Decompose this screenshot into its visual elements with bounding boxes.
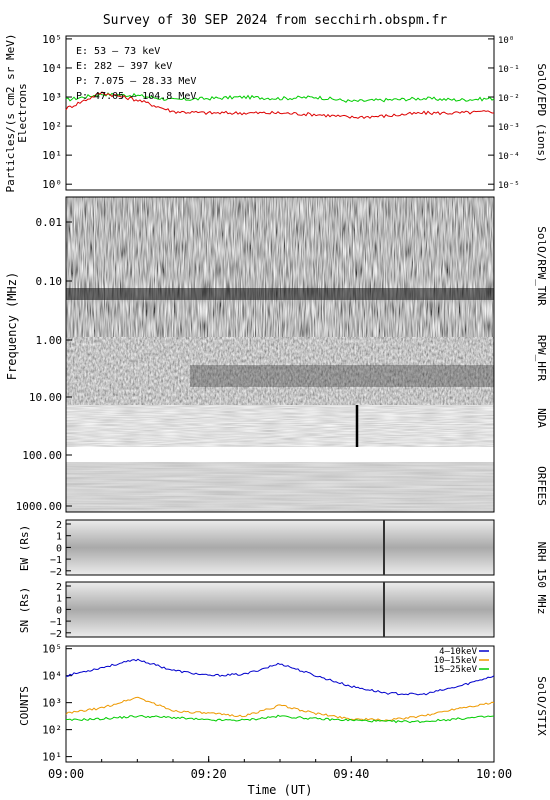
stix-ylabel: COUNTS bbox=[18, 686, 31, 726]
figure-title: Survey of 30 SEP 2024 from secchirh.obsp… bbox=[103, 13, 448, 28]
time-tick-label: 09:00 bbox=[48, 767, 84, 781]
nrh-sn-map bbox=[65, 581, 495, 638]
epd-legend-entry: E: 53 – 73 keV bbox=[76, 46, 160, 57]
epd-ylabel-right: SolO/EPD (ions) bbox=[535, 63, 548, 162]
radio-instrument-label: ORFEES bbox=[535, 466, 548, 506]
nrh-tick-label: 2 bbox=[56, 520, 62, 531]
nrh-tick-label: 1 bbox=[56, 532, 62, 543]
epd-tick-label: 10⁴ bbox=[42, 62, 62, 75]
nrh-sn-axis: 210−1−2 bbox=[50, 582, 71, 640]
epd-series-line bbox=[65, 92, 495, 103]
time-tick-label: 09:40 bbox=[333, 767, 369, 781]
nrh-tick-label: −2 bbox=[50, 567, 62, 578]
epd-right-axis: 10⁻⁵ 10⁻⁴ 10⁻³ 10⁻² 10⁻¹ 10⁰ bbox=[488, 36, 520, 191]
radio-spectrum-panel: 0.01 0.10 1.00 10.00 100.00 1000.00 SolO/RPW_… bbox=[5, 196, 548, 513]
epd-left-axis: 10⁰ 10¹ 10² 10³ 10⁴ 10⁵ bbox=[42, 33, 72, 191]
time-tick-label: 10:00 bbox=[476, 767, 512, 781]
nrh-tick-label: 1 bbox=[56, 594, 62, 605]
radio-tick-label: 100.00 bbox=[22, 449, 62, 462]
stix-tick-label: 10⁴ bbox=[42, 670, 62, 683]
epd-right-tick-label: 10⁰ bbox=[498, 36, 514, 46]
nrh-tick-label: −2 bbox=[50, 629, 62, 640]
epd-tick-label: 10⁵ bbox=[42, 33, 62, 46]
epd-tick-label: 10¹ bbox=[42, 149, 62, 162]
nrh-sn-ylabel: SN (Rs) bbox=[18, 587, 31, 633]
radio-instrument-labels: SolO/RPW_TNR RPW_HFR NDA ORFEES bbox=[535, 226, 548, 506]
epd-series bbox=[65, 91, 495, 119]
nrh-ew-ylabel: EW (Rs) bbox=[18, 525, 31, 571]
stix-axis: 10¹ 10² 10³ 10⁴ 10⁵ bbox=[42, 643, 72, 764]
epd-right-tick-label: 10⁻² bbox=[498, 94, 520, 104]
epd-tick-label: 10⁰ bbox=[42, 178, 62, 191]
stix-frame bbox=[65, 645, 495, 763]
tnr-dark-stripe bbox=[66, 288, 494, 300]
orfees-band bbox=[66, 462, 494, 512]
stix-series-line bbox=[65, 658, 495, 696]
stix-series-line bbox=[66, 714, 495, 724]
radio-axis: 0.01 0.10 1.00 10.00 100.00 1000.00 bbox=[16, 216, 72, 513]
epd-right-tick-label: 10⁻⁵ bbox=[498, 181, 520, 191]
nrh-label: NRH 150 MHz bbox=[535, 542, 548, 615]
hfr-band bbox=[66, 337, 494, 405]
nrh-tick-label: 0 bbox=[56, 543, 62, 554]
stix-legend-entry: 10–15keV bbox=[434, 656, 478, 666]
nrh-ew-map bbox=[65, 519, 495, 576]
stix-right-label: SolO/STIX bbox=[535, 676, 548, 736]
stix-tick-label: 10² bbox=[42, 724, 62, 737]
radio-ylabel: Frequency (MHz) bbox=[5, 272, 19, 380]
epd-right-tick-label: 10⁻⁴ bbox=[498, 152, 520, 162]
stix-tick-label: 10⁵ bbox=[42, 643, 62, 656]
epd-tick-label: 10³ bbox=[42, 91, 62, 104]
stix-tick-label: 10³ bbox=[42, 697, 62, 710]
radio-instrument-label: SolO/RPW_TNR bbox=[535, 226, 548, 306]
epd-right-tick-label: 10⁻³ bbox=[498, 123, 520, 133]
nrh-tick-label: −1 bbox=[50, 617, 62, 628]
stix-series-line bbox=[65, 696, 495, 722]
epd-ylabel-left-1: Particles/(s cm2 sr MeV) bbox=[4, 34, 17, 193]
nrh-ew-axis: 210−1−2 bbox=[50, 520, 71, 578]
radio-tick-label: 1.00 bbox=[36, 334, 63, 347]
nrh-tick-label: 0 bbox=[56, 605, 62, 616]
radio-tick-label: 10.00 bbox=[29, 391, 62, 404]
stix-legend-entry: 4–10keV bbox=[439, 647, 478, 657]
nda-band bbox=[66, 405, 494, 447]
x-axis-label: Time (UT) bbox=[247, 783, 312, 797]
epd-ylabel-left-2: Electrons bbox=[16, 83, 29, 143]
time-axis: 09:00 09:20 09:40 10:00 bbox=[48, 756, 512, 781]
epd-legend-entry: P: 7.075 – 28.33 MeV bbox=[76, 76, 196, 87]
epd-right-tick-label: 10⁻¹ bbox=[498, 65, 520, 75]
nrh-panels: 210−1−2 210−1−2 EW (Rs) SN (Rs) NRH 150 … bbox=[18, 519, 548, 640]
epd-legend-entry: P: 47.05 – 104.8 MeV bbox=[76, 91, 196, 102]
tnr-band bbox=[66, 197, 494, 337]
radio-tick-label: 0.10 bbox=[36, 275, 63, 288]
nrh-tick-label: −1 bbox=[50, 555, 62, 566]
radio-gap bbox=[66, 447, 494, 462]
stix-legend-entry: 15–25keV bbox=[434, 665, 478, 675]
time-tick-label: 09:20 bbox=[191, 767, 227, 781]
epd-legend-entry: E: 282 – 397 keV bbox=[76, 61, 172, 72]
epd-legend: E: 53 – 73 keV E: 282 – 397 keV P: 7.075 –… bbox=[76, 46, 196, 102]
radio-tick-label: 1000.00 bbox=[16, 500, 62, 513]
radio-tick-label: 0.01 bbox=[36, 216, 63, 229]
epd-tick-label: 10² bbox=[42, 120, 62, 133]
stix-tick-label: 10¹ bbox=[42, 751, 62, 764]
radio-instrument-label: RPW_HFR bbox=[535, 335, 548, 382]
stix-series bbox=[65, 658, 495, 724]
radio-frame bbox=[65, 196, 495, 513]
epd-series-line bbox=[65, 91, 494, 119]
radio-instrument-label: NDA bbox=[535, 408, 548, 428]
nrh-tick-label: 2 bbox=[56, 582, 62, 593]
hfr-band-streaks bbox=[190, 365, 494, 387]
